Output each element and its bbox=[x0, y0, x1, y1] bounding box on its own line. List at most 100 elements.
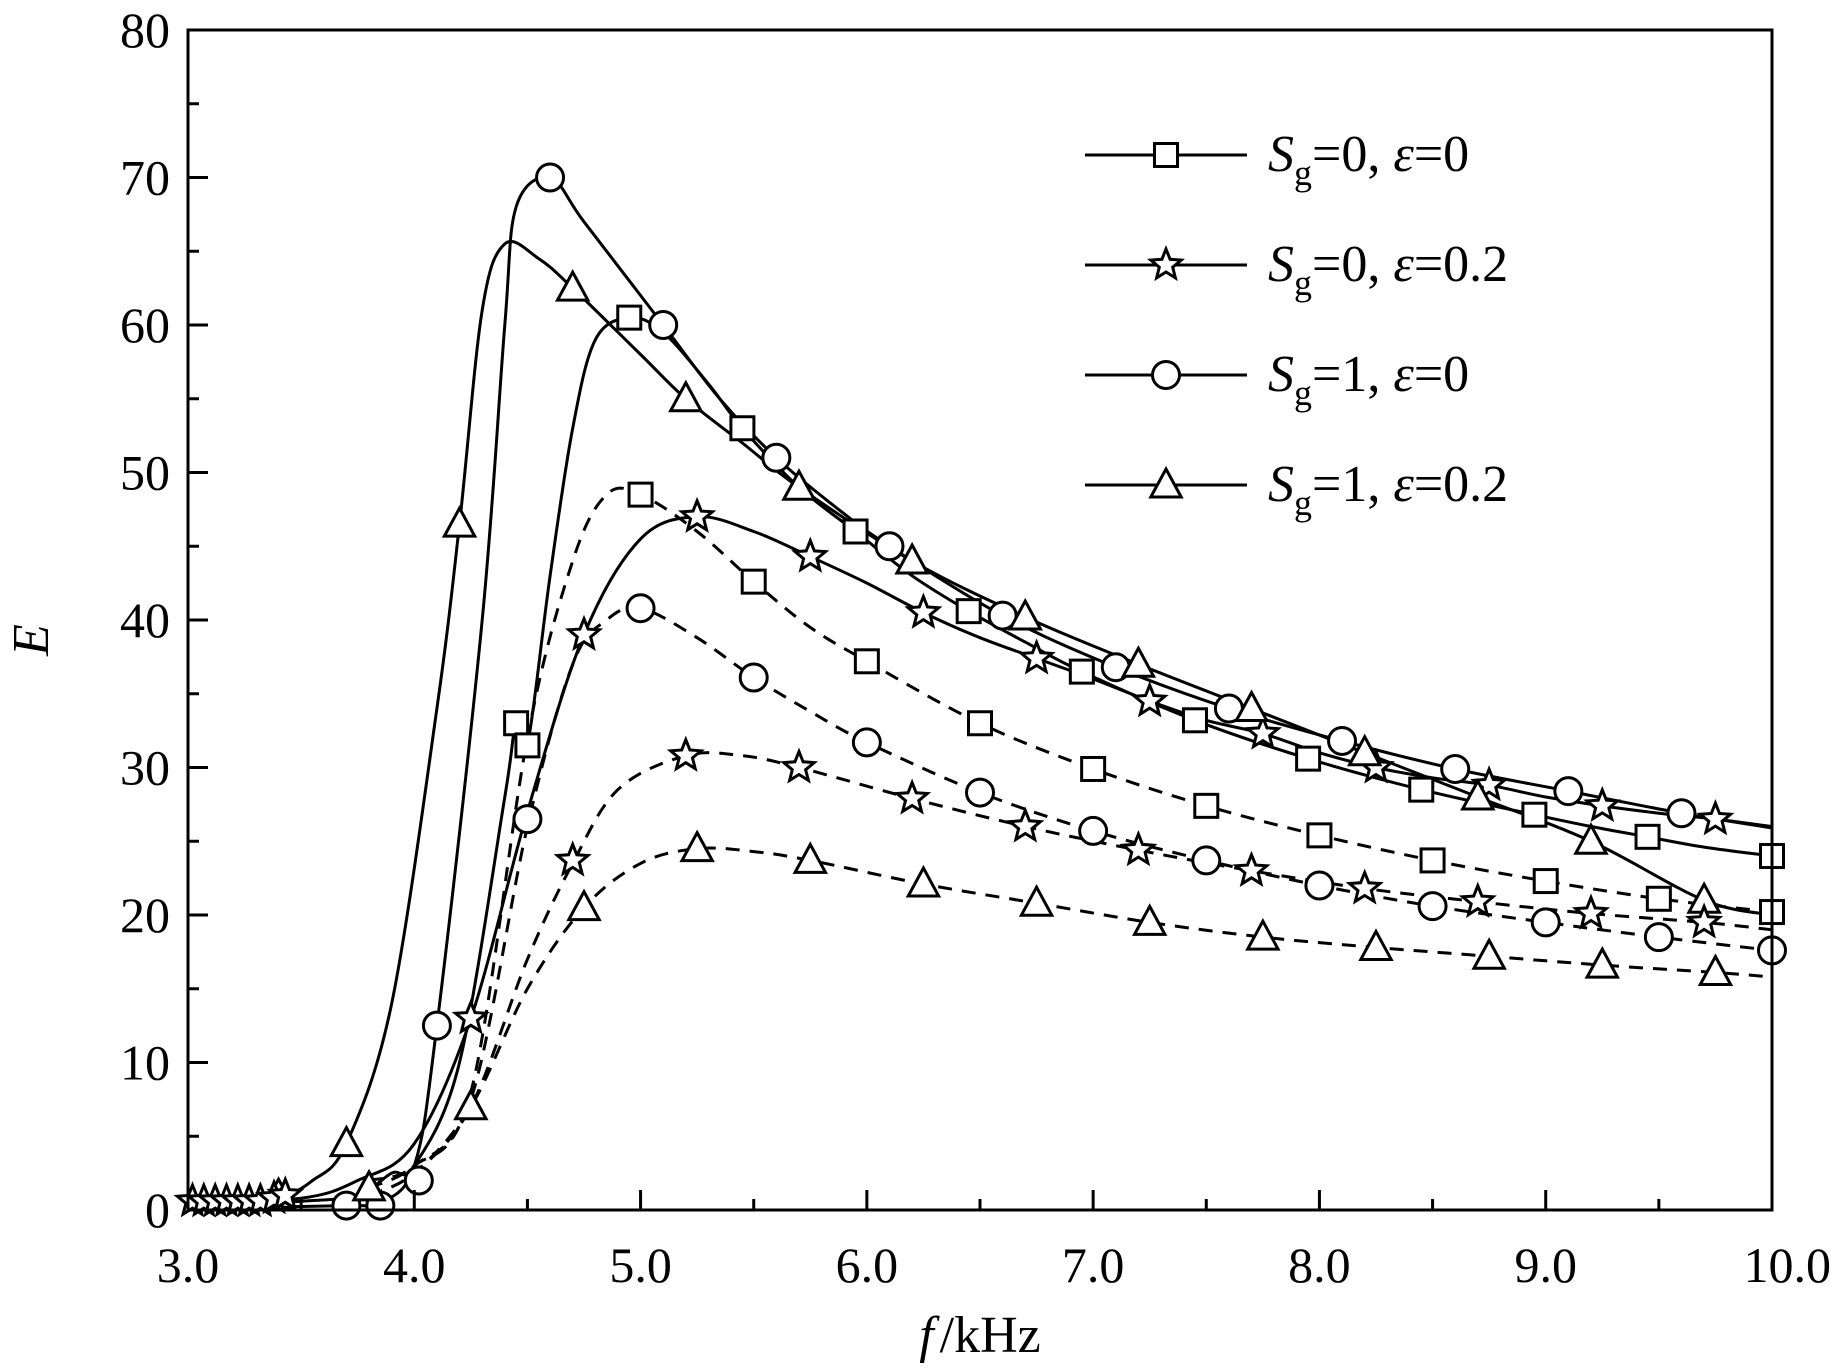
triangle-marker bbox=[1358, 928, 1394, 961]
square-marker bbox=[1645, 885, 1672, 912]
circle-marker bbox=[1191, 845, 1222, 876]
x-axis-label: f/kHz bbox=[919, 1307, 1041, 1364]
square-marker bbox=[729, 415, 756, 442]
y-tick-label: 20 bbox=[120, 887, 170, 943]
legend-label: Sg=0, ε=0 bbox=[1268, 126, 1469, 193]
square-marker bbox=[1532, 868, 1559, 895]
triangle-marker bbox=[351, 1168, 387, 1202]
triangle-marker bbox=[554, 268, 591, 302]
square-marker bbox=[1521, 801, 1548, 828]
square-marker bbox=[853, 648, 880, 675]
legend-value: =0, bbox=[1312, 236, 1393, 293]
circle-marker bbox=[421, 1010, 452, 1041]
legend-symbol: S bbox=[1268, 126, 1294, 183]
square-marker bbox=[1419, 847, 1446, 874]
plot-markers bbox=[173, 162, 1787, 1221]
circle-marker bbox=[1151, 360, 1181, 390]
triangle-marker bbox=[1120, 645, 1157, 678]
legend-entry: Sg=1, ε=0.2 bbox=[1085, 456, 1508, 523]
star-marker bbox=[1119, 830, 1158, 867]
star-marker bbox=[1006, 806, 1045, 843]
x-tick-label: 8.0 bbox=[1288, 1237, 1351, 1293]
triangle-marker bbox=[453, 1087, 489, 1121]
star-marker bbox=[1696, 799, 1735, 836]
legend-epsilon: ε bbox=[1393, 126, 1414, 183]
square-marker bbox=[1306, 822, 1333, 849]
square-marker bbox=[967, 710, 993, 737]
star-marker bbox=[564, 614, 604, 651]
legend: Sg=0, ε=0Sg=0, ε=0.2Sg=1, ε=0Sg=1, ε=0.2 bbox=[1085, 126, 1508, 523]
square-marker bbox=[1181, 707, 1208, 734]
legend-epsilon: ε bbox=[1393, 456, 1414, 513]
y-tick-label: 60 bbox=[120, 297, 170, 353]
x-axis-variable: f bbox=[919, 1307, 940, 1364]
square-marker bbox=[1080, 755, 1107, 782]
circle-marker bbox=[1304, 870, 1335, 901]
star-marker bbox=[1146, 244, 1186, 282]
x-tick-label: 9.0 bbox=[1514, 1237, 1577, 1293]
legend-value: =1, bbox=[1312, 456, 1393, 513]
circle-marker bbox=[1553, 776, 1584, 807]
y-tick-label: 40 bbox=[120, 592, 170, 648]
circle-marker bbox=[625, 593, 656, 624]
axis-ticks bbox=[186, 28, 1774, 1212]
star-marker bbox=[1232, 850, 1271, 887]
legend-label: Sg=0, ε=0.2 bbox=[1268, 236, 1508, 303]
triangle-marker bbox=[1584, 946, 1621, 979]
series-line-0 bbox=[188, 315, 1772, 1208]
square-marker bbox=[1295, 745, 1322, 772]
triangle-marker bbox=[781, 468, 817, 501]
star-marker bbox=[553, 840, 592, 877]
star-marker bbox=[779, 747, 819, 784]
square-marker bbox=[1153, 142, 1179, 168]
triangle-marker bbox=[1233, 689, 1270, 722]
legend-entry: Sg=0, ε=0 bbox=[1085, 126, 1469, 193]
legend-subscript: g bbox=[1294, 263, 1312, 303]
star-marker bbox=[451, 998, 490, 1035]
x-tick-labels: 3.0 4.0 5.0 6.0 7.0 8.0 9.0 10.0 bbox=[157, 1237, 1831, 1293]
square-marker bbox=[1408, 776, 1435, 803]
triangle-marker bbox=[1245, 917, 1281, 951]
triangle-marker bbox=[1007, 597, 1043, 631]
legend-epsilon-value: =0 bbox=[1414, 126, 1469, 183]
star-marker bbox=[1345, 868, 1384, 905]
legend-value: =1, bbox=[1312, 346, 1393, 403]
star-marker bbox=[666, 735, 705, 772]
triangle-marker bbox=[1131, 903, 1168, 936]
legend-subscript: g bbox=[1294, 153, 1312, 193]
circle-marker bbox=[1643, 922, 1674, 953]
square-marker bbox=[1193, 792, 1220, 819]
triangle-marker bbox=[668, 379, 704, 413]
y-tick-label: 70 bbox=[120, 150, 170, 206]
x-tick-label: 10.0 bbox=[1744, 1237, 1831, 1293]
star-marker bbox=[266, 1175, 305, 1212]
triangle-marker bbox=[894, 541, 930, 575]
triangle-marker bbox=[1471, 937, 1507, 970]
series-line-2 bbox=[188, 175, 1772, 1210]
legend-entry: Sg=1, ε=0 bbox=[1085, 346, 1469, 413]
square-marker bbox=[627, 481, 654, 508]
circle-marker bbox=[1417, 891, 1448, 922]
triangle-marker bbox=[1697, 953, 1734, 987]
y-tick-labels: 0 10 20 30 40 50 60 70 80 bbox=[120, 2, 170, 1238]
star-marker bbox=[1130, 681, 1169, 718]
star-marker bbox=[1017, 638, 1056, 675]
x-tick-label: 7.0 bbox=[1062, 1237, 1125, 1293]
legend-epsilon: ε bbox=[1393, 236, 1414, 293]
legend-epsilon: ε bbox=[1393, 346, 1414, 403]
y-tick-label: 30 bbox=[120, 740, 170, 796]
square-marker bbox=[616, 304, 643, 331]
series-line-4 bbox=[368, 486, 1772, 1182]
triangle-marker bbox=[1018, 884, 1055, 917]
square-marker bbox=[740, 568, 767, 595]
legend-epsilon-value: =0.2 bbox=[1414, 456, 1508, 513]
y-axis-label: E bbox=[3, 624, 60, 657]
star-marker bbox=[1458, 881, 1497, 919]
plot-lines bbox=[188, 175, 1772, 1210]
circle-marker bbox=[1530, 907, 1561, 938]
circle-marker bbox=[512, 804, 543, 835]
circle-marker bbox=[403, 1165, 434, 1196]
legend-subscript: g bbox=[1294, 483, 1312, 523]
square-marker bbox=[503, 710, 530, 737]
